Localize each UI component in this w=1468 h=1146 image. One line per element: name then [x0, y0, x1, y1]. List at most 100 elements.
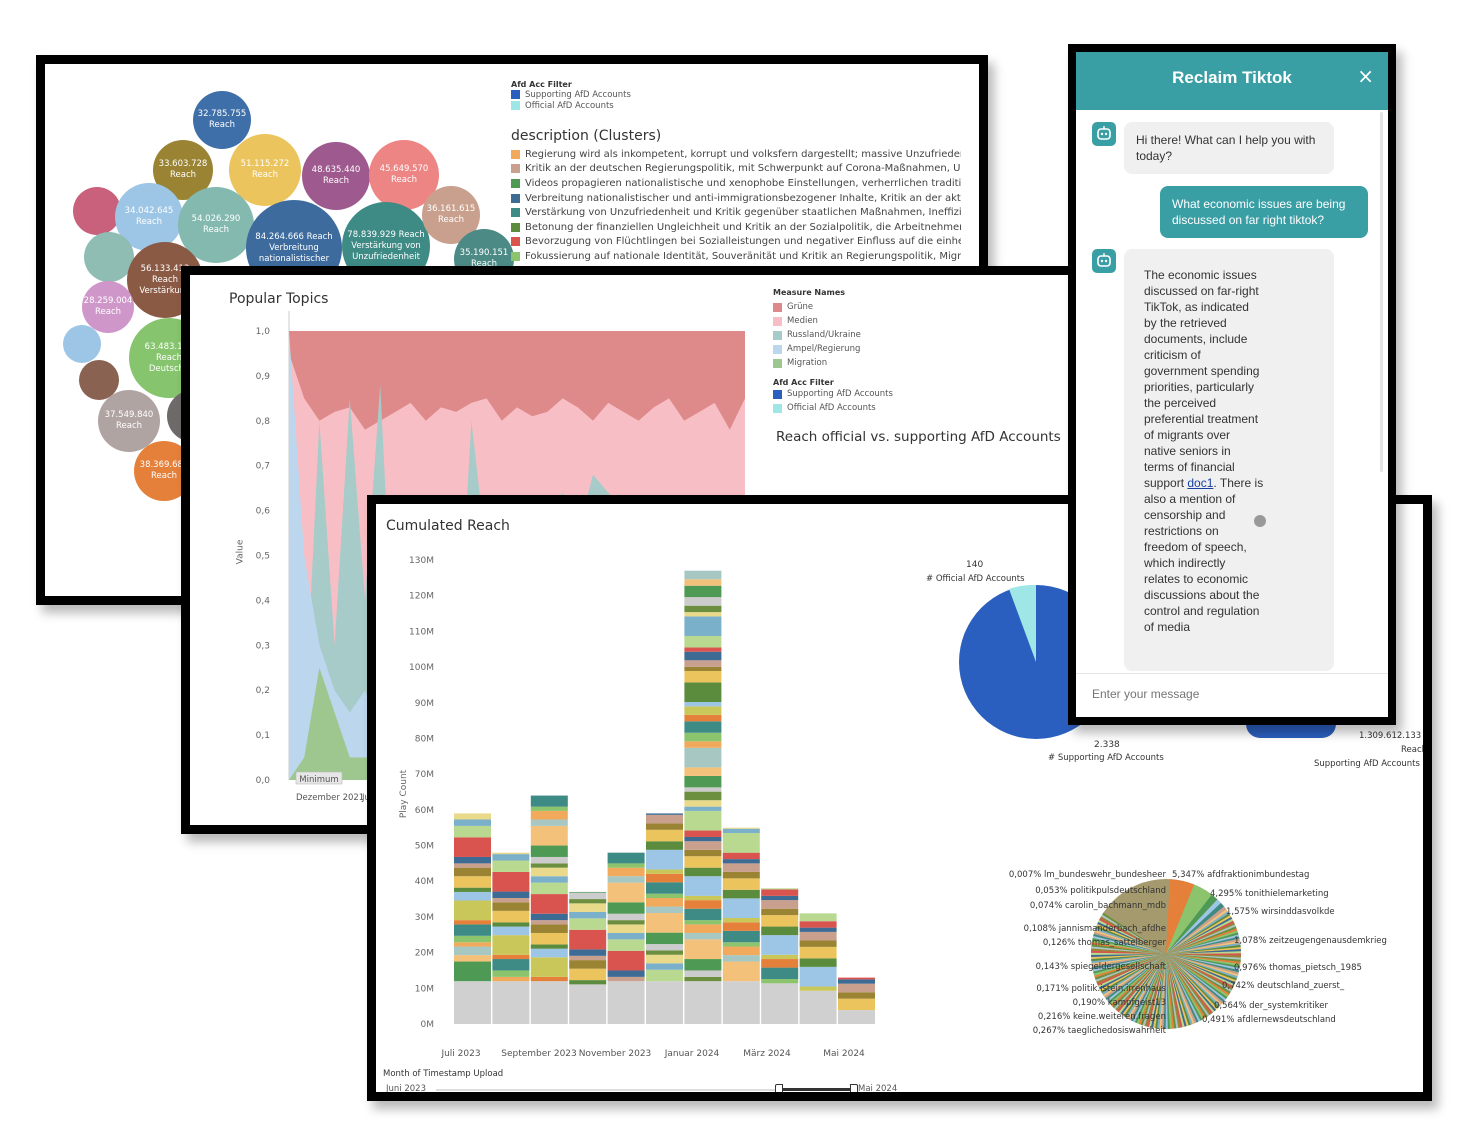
pie-slice[interactable] [1166, 954, 1240, 973]
pie-slice[interactable] [1166, 954, 1239, 977]
pie-slice[interactable] [1096, 923, 1166, 954]
pie-slice[interactable] [1166, 954, 1235, 987]
cluster-bubble[interactable]: 28.259.004 Reach [82, 281, 134, 333]
pie-slice[interactable] [1166, 954, 1189, 1027]
pie-slice[interactable] [1166, 954, 1179, 1029]
pie-slice[interactable] [1166, 954, 1223, 1006]
pie-slice[interactable] [1166, 938, 1240, 954]
pie-slice[interactable] [1099, 918, 1166, 954]
pie-slice[interactable] [1166, 954, 1191, 1026]
pie-slice[interactable] [1134, 954, 1166, 1024]
pie-slice[interactable] [1106, 954, 1166, 1002]
cluster-legend-item[interactable]: Videos propagieren nationalistische und … [511, 176, 961, 191]
pie-slice[interactable] [1132, 954, 1166, 1023]
pie-slice[interactable] [1166, 926, 1237, 954]
stacked-bar[interactable] [607, 852, 645, 1024]
pie-slice[interactable] [1102, 912, 1166, 954]
pie-slice[interactable] [1166, 954, 1212, 1016]
pie-slice[interactable] [1094, 954, 1166, 980]
cluster-bubble[interactable]: 54.026.290 Reach [178, 187, 254, 263]
pie-slice[interactable] [1166, 954, 1230, 996]
pie-slice[interactable] [1103, 954, 1166, 997]
pie-slice[interactable] [1138, 954, 1166, 1025]
pie-slice[interactable] [1091, 948, 1166, 954]
pie-slice[interactable] [1091, 954, 1166, 960]
cluster-bubble[interactable]: 37.549.840 Reach [98, 390, 160, 452]
pie-slice[interactable] [1166, 909, 1228, 954]
pie-slice[interactable] [1166, 906, 1227, 954]
cluster-bubble[interactable]: 51.115.272 Reach [229, 134, 301, 206]
pie-slice[interactable] [1104, 954, 1166, 999]
pie-slice[interactable] [1100, 954, 1166, 994]
stacked-bar[interactable] [646, 813, 683, 1024]
afd-filter-item[interactable]: Official AfD Accounts [511, 100, 631, 111]
pie-slice[interactable] [1094, 929, 1166, 954]
pie-slice[interactable] [1166, 954, 1241, 967]
pie-slice[interactable] [1092, 935, 1166, 954]
pie-slice[interactable] [1166, 954, 1241, 960]
pie-slice[interactable] [1148, 954, 1166, 1028]
pie-slice[interactable] [1157, 954, 1166, 1029]
pie-slice[interactable] [1166, 954, 1237, 983]
measure-legend-item[interactable]: Migration [773, 356, 893, 370]
chat-message-input[interactable] [1090, 686, 1364, 702]
pie-slice[interactable] [1161, 954, 1166, 1029]
pie-slice[interactable] [1091, 954, 1166, 962]
stacked-bar[interactable] [799, 913, 837, 1024]
pie-slice[interactable] [1166, 954, 1241, 969]
pie-slice[interactable] [1166, 954, 1224, 1004]
pie-slice[interactable] [1127, 954, 1166, 1020]
pie-slice[interactable] [1092, 954, 1166, 972]
pie-slice[interactable] [1166, 915, 1232, 954]
cluster-bubble[interactable] [73, 187, 121, 235]
pie-slice[interactable] [1166, 899, 1222, 954]
pie-slice[interactable] [1165, 954, 1168, 1029]
pie-slice[interactable] [1091, 954, 1166, 957]
cluster-bubble[interactable] [63, 325, 101, 363]
pie-slice[interactable] [1166, 954, 1239, 975]
pie-slice[interactable] [1166, 934, 1239, 954]
pie-slice[interactable] [1166, 954, 1208, 1018]
pie-slice[interactable] [1091, 950, 1166, 954]
measure-legend-item[interactable]: Grüne [773, 300, 893, 314]
pie-slice[interactable] [1110, 954, 1166, 1007]
pie-slice[interactable] [1166, 924, 1236, 954]
pie-slice[interactable] [1166, 954, 1241, 958]
pie-slice[interactable] [1101, 914, 1166, 954]
pie-slice[interactable] [1123, 954, 1166, 1018]
pie-slice[interactable] [1166, 954, 1193, 1025]
pie-slice[interactable] [1166, 954, 1177, 1029]
pie-slice[interactable] [1166, 954, 1181, 1028]
cluster-bubble[interactable]: 48.635.440 Reach [302, 142, 370, 210]
pie-slice[interactable] [1166, 942, 1241, 954]
slider-handle-right[interactable] [850, 1084, 858, 1092]
measure-legend-item[interactable]: Russland/Ukraine [773, 328, 893, 342]
cluster-legend-item[interactable]: Bevorzugung von Flüchtlingen bei Soziall… [511, 235, 961, 250]
pie-slice[interactable] [1091, 952, 1166, 955]
pie-slice[interactable] [1122, 954, 1166, 1016]
pie-slice[interactable] [1166, 954, 1213, 1014]
close-icon[interactable]: × [1357, 64, 1374, 88]
pie-slice[interactable] [1166, 954, 1220, 1009]
account-share-pie[interactable] [1086, 874, 1246, 1034]
pie-slice[interactable] [1163, 954, 1166, 1029]
pie-slice[interactable] [1099, 954, 1166, 992]
pie-slice[interactable] [1166, 916, 1233, 954]
pie-slice[interactable] [1166, 954, 1218, 1010]
pie-slice[interactable] [1166, 954, 1241, 962]
pie-slice[interactable] [1166, 954, 1199, 1023]
pie-slice[interactable] [1166, 954, 1221, 1007]
pie-slice[interactable] [1166, 954, 1185, 1028]
pie-slice[interactable] [1166, 918, 1234, 954]
pie-slice[interactable] [1150, 954, 1166, 1028]
official-slice[interactable] [1009, 584, 1036, 662]
pie-slice[interactable] [1115, 954, 1166, 1011]
pie-slice[interactable] [1117, 954, 1166, 1013]
pie-slice[interactable] [1094, 954, 1166, 978]
pie-slice[interactable] [1166, 920, 1235, 954]
pie-slice[interactable] [1093, 931, 1166, 954]
pie-slice[interactable] [1166, 954, 1217, 1012]
pie-slice[interactable] [1166, 954, 1215, 1013]
pie-slice[interactable] [1166, 954, 1232, 992]
pie-slice[interactable] [1166, 951, 1241, 954]
